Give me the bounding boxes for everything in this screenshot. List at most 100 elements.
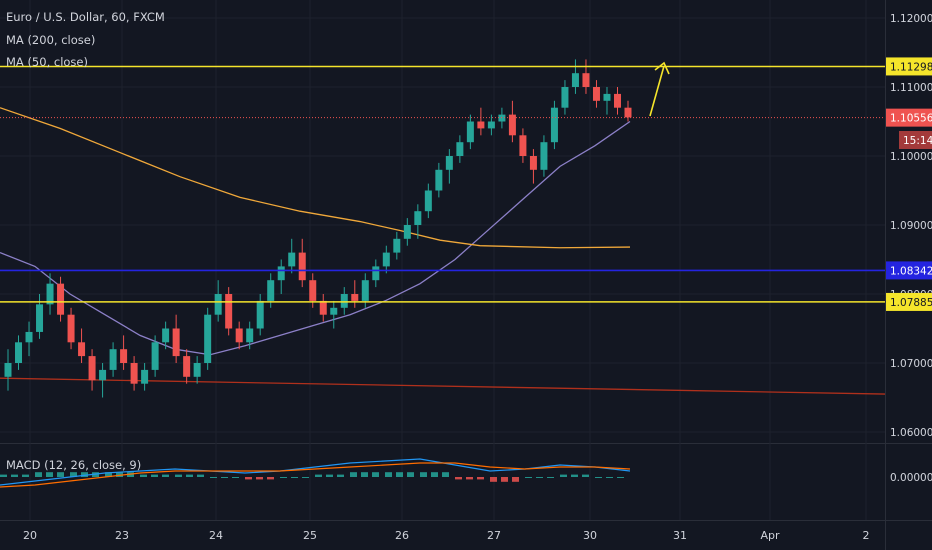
- macd-histogram-bar: [267, 477, 274, 480]
- candle-body: [288, 252, 296, 267]
- macd-histogram-bar: [582, 474, 589, 477]
- price-tick-label: 1.09000: [890, 220, 932, 232]
- candle-body: [193, 363, 201, 377]
- candle-body: [99, 369, 107, 381]
- projection-arrow[interactable]: [649, 61, 670, 117]
- macd-pane: [0, 458, 631, 488]
- price-tick-label: 1.12000: [890, 13, 932, 25]
- candle-body: [109, 349, 117, 370]
- macd-histogram-bar: [46, 472, 53, 477]
- macd-histogram-bar: [525, 477, 532, 478]
- macd-histogram-bar: [512, 477, 519, 482]
- candle-body: [414, 211, 422, 225]
- date-tick-label: 23: [115, 529, 129, 542]
- macd-histogram-bar: [466, 477, 473, 480]
- candle-body: [25, 331, 33, 343]
- date-tick-label: 26: [395, 529, 409, 542]
- macd-histogram-bar: [396, 472, 403, 477]
- ma50-legend[interactable]: MA (50, close): [6, 55, 88, 69]
- candle-body: [78, 342, 86, 357]
- macd-histogram-bar: [81, 472, 88, 477]
- candle-body: [151, 342, 159, 370]
- price-tick-label: 1.11000: [890, 82, 932, 94]
- macd-histogram-bar: [302, 477, 309, 478]
- macd-histogram-bar: [617, 477, 624, 478]
- macd-histogram-bar: [455, 477, 462, 480]
- countdown-bg: [899, 131, 932, 149]
- candle-body: [130, 363, 138, 384]
- macd-histogram-bar: [0, 474, 7, 477]
- candle-body: [330, 307, 338, 315]
- price-tick-label: 1.10000: [890, 151, 932, 163]
- date-tick-label: 2: [863, 529, 870, 542]
- candle-body: [351, 294, 359, 301]
- blue-level-tag: 1.08342: [890, 265, 932, 277]
- macd-histogram-bar: [571, 474, 578, 477]
- candle-body: [424, 190, 432, 212]
- macd-legend[interactable]: MACD (12, 26, close, 9): [6, 458, 142, 472]
- candle-body: [592, 87, 600, 101]
- price-axis[interactable]: 1.120001.110001.100001.090001.080001.070…: [886, 13, 932, 484]
- macd-histogram-bar: [210, 477, 217, 478]
- candle-body: [235, 328, 243, 343]
- candle-body: [256, 300, 264, 329]
- candlesticks[interactable]: [4, 59, 632, 398]
- candle-body: [561, 87, 569, 108]
- candle-body: [298, 252, 306, 281]
- macd-histogram-bar: [151, 474, 158, 477]
- macd-histogram-bar: [57, 472, 64, 477]
- horizontal-levels[interactable]: [0, 65, 885, 303]
- candle-body: [120, 349, 128, 363]
- date-tick-label: 30: [583, 529, 597, 542]
- candle-body: [214, 294, 222, 315]
- trend-lines: [0, 0, 886, 520]
- candle-body: [456, 142, 464, 156]
- candle-body: [477, 121, 485, 129]
- macd-histogram-bar: [595, 477, 602, 478]
- arrow-head: [654, 61, 670, 75]
- ma50-line: [0, 120, 631, 356]
- candle-body: [267, 280, 275, 301]
- macd-histogram-bar: [35, 472, 42, 477]
- candle-body: [508, 114, 516, 136]
- candle-body: [393, 238, 401, 253]
- date-tick-label: 24: [209, 529, 223, 542]
- macd-histogram-bar: [350, 472, 357, 477]
- date-tick-label: 25: [303, 529, 317, 542]
- macd-histogram-bar: [385, 472, 392, 477]
- macd-histogram-bar: [232, 477, 239, 478]
- moving-averages: [0, 107, 631, 356]
- countdown-label: 15:14: [903, 135, 932, 147]
- candle-body: [603, 93, 611, 101]
- candle-body: [4, 363, 12, 377]
- date-axis[interactable]: 20 23 24 25 26 27 30 31 Apr 2: [23, 529, 870, 542]
- ma200-line: [0, 107, 631, 249]
- macd-histogram-bar: [11, 474, 18, 477]
- price-tick-label: 1.06000: [890, 427, 932, 439]
- macd-histogram-bar: [70, 472, 77, 477]
- candle-body: [613, 93, 621, 108]
- macd-histogram-bar: [140, 474, 147, 477]
- macd-histogram-bar: [431, 472, 438, 477]
- macd-histogram-bar: [420, 472, 427, 477]
- candle-body: [382, 252, 390, 267]
- macd-histogram-bar: [501, 477, 508, 482]
- macd-histogram-bar: [162, 474, 169, 477]
- macd-histogram-bar: [560, 474, 567, 477]
- candle-body: [519, 135, 527, 156]
- ma200-legend[interactable]: MA (200, close): [6, 33, 96, 47]
- macd-histogram-bar: [291, 477, 298, 478]
- macd-histogram-bar: [326, 474, 333, 477]
- macd-histogram-bar: [606, 477, 613, 478]
- blue-level-tag-bg: [886, 261, 932, 280]
- macd-histogram-bar: [442, 472, 449, 477]
- candle-body: [36, 304, 44, 332]
- candle-body: [141, 369, 149, 384]
- macd-histogram-bar: [547, 477, 554, 478]
- candle-body: [172, 328, 180, 357]
- chart-title[interactable]: Euro / U.S. Dollar, 60, FXCM: [6, 10, 165, 24]
- macd-histogram-bar: [186, 474, 193, 477]
- candle-body: [57, 283, 65, 315]
- date-tick-label: 31: [673, 529, 687, 542]
